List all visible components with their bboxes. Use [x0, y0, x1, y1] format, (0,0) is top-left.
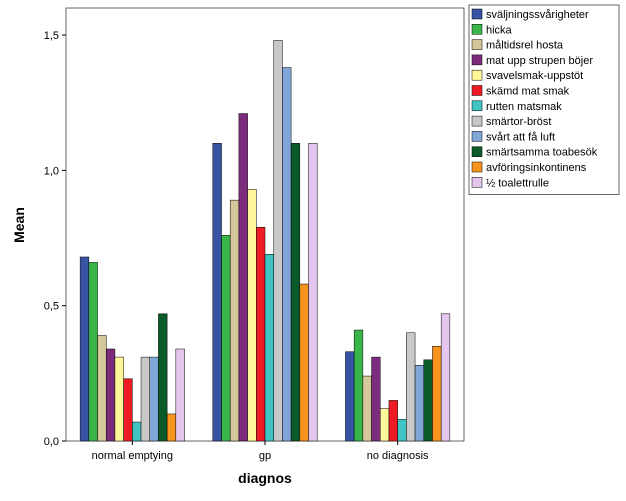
legend-label: rutten matsmak	[486, 101, 562, 113]
y-axis-title: Mean	[11, 207, 27, 243]
bar	[299, 283, 309, 442]
legend-swatch	[471, 115, 483, 127]
bar	[256, 226, 266, 442]
legend-label: avföringsinkontinens	[486, 162, 587, 174]
y-tick-label: 1,0	[44, 165, 59, 177]
bar	[158, 313, 168, 442]
legend-swatch	[471, 69, 483, 81]
bar	[273, 40, 283, 442]
legend-swatch	[471, 39, 483, 50]
x-axis-title: diagnos	[238, 470, 292, 486]
bar	[264, 254, 274, 442]
legend: sväljningssvårigheter hicka måltidsrel hos…	[468, 4, 620, 195]
x-axis: normal emptying gp no diagnosis	[92, 441, 429, 462]
bar	[123, 378, 133, 442]
legend-swatch	[471, 100, 483, 112]
legend-label: skämd mat smak	[486, 86, 570, 98]
bar	[432, 346, 442, 442]
bars	[79, 40, 451, 442]
bar	[212, 143, 222, 442]
legend-frame	[468, 4, 620, 195]
legend-label: svårt att få luft	[486, 131, 555, 143]
bar	[221, 235, 231, 442]
x-tick-label: no diagnosis	[367, 450, 429, 462]
bar	[229, 199, 240, 442]
legend-swatch	[471, 54, 483, 66]
bar	[362, 375, 372, 442]
bar	[114, 356, 124, 442]
y-tick-label: 0,0	[44, 436, 59, 448]
bar	[388, 400, 398, 442]
bar	[380, 408, 390, 442]
legend-label: sväljningssvårigheter	[486, 9, 589, 21]
legend-label: smärtsamma toabesök	[486, 147, 598, 159]
bar	[140, 356, 150, 442]
y-tick-label: 1,5	[44, 30, 59, 42]
bar	[97, 335, 107, 442]
y-tick-label: 0,5	[44, 301, 59, 313]
bar	[88, 262, 98, 442]
bar	[414, 364, 425, 442]
bar	[238, 113, 248, 442]
bar	[149, 356, 159, 442]
legend-swatch	[471, 131, 483, 142]
legend-swatch	[471, 161, 483, 173]
bar	[247, 189, 257, 442]
bar	[308, 143, 318, 442]
bar	[282, 67, 292, 442]
legend-label: svavelsmak-uppstöt	[486, 70, 583, 82]
bar	[353, 329, 364, 442]
legend-swatch	[471, 85, 483, 96]
bar	[440, 313, 451, 442]
legend-label: måltidsrel hosta	[486, 40, 564, 52]
bar	[406, 332, 416, 442]
legend-swatch	[471, 146, 483, 157]
legend-label: hicka	[486, 24, 513, 36]
bar	[397, 419, 407, 442]
y-axis: 0,0 0,5 1,0 1,5	[44, 30, 66, 448]
x-tick-label: gp	[259, 450, 271, 462]
bar	[290, 143, 301, 442]
bar	[423, 359, 433, 442]
legend-swatch	[471, 24, 483, 35]
bar	[175, 348, 185, 442]
legend-label: ½ toalettrulle	[486, 177, 549, 189]
bar	[345, 351, 355, 442]
bar	[132, 421, 142, 442]
bar	[371, 356, 381, 442]
x-tick-label: normal emptying	[92, 450, 173, 462]
bar	[79, 256, 90, 442]
legend-label: mat upp strupen böjer	[486, 55, 593, 67]
legend-swatch	[471, 177, 483, 188]
legend-label: smärtor-bröst	[486, 116, 551, 128]
bar	[105, 348, 116, 442]
bar	[166, 413, 177, 442]
legend-swatch	[471, 8, 483, 20]
